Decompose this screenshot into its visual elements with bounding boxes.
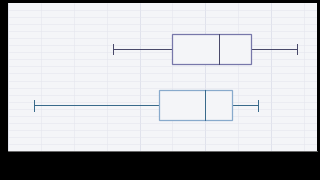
Bar	[159, 91, 232, 120]
X-axis label: Ontime Graduation Rate: Ontime Graduation Rate	[103, 167, 222, 177]
Bar	[172, 34, 252, 64]
